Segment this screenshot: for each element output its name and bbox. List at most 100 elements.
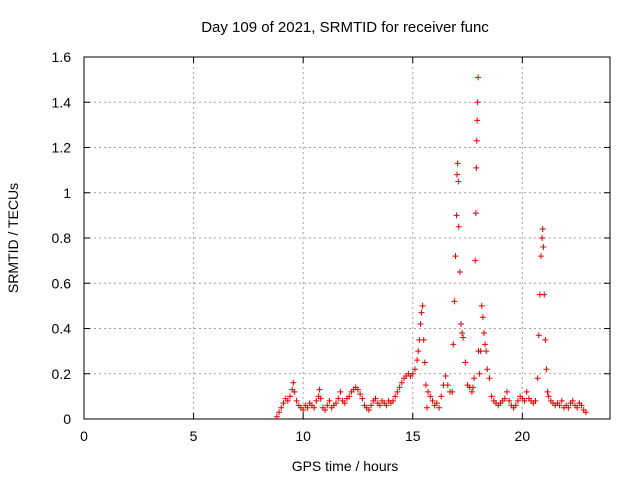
data-point — [488, 393, 495, 400]
data-point — [537, 253, 544, 260]
data-point — [423, 404, 430, 411]
y-tick-label: 1 — [63, 185, 71, 201]
data-point — [475, 74, 482, 81]
data-point — [512, 402, 519, 409]
y-tick-label: 0.2 — [52, 366, 72, 382]
data-point — [454, 160, 461, 167]
data-point — [284, 397, 291, 404]
data-point — [417, 320, 424, 327]
data-point — [409, 370, 416, 377]
data-point — [372, 395, 379, 402]
data-point — [451, 298, 458, 305]
data-point — [503, 388, 510, 395]
data-points — [273, 74, 589, 420]
data-point — [471, 375, 478, 382]
data-point — [456, 268, 463, 275]
data-point — [313, 397, 320, 404]
data-point — [574, 404, 581, 411]
data-point — [455, 178, 462, 185]
chart-title: Day 109 of 2021, SRMTID for receiver fun… — [201, 19, 489, 36]
data-point — [454, 171, 461, 178]
y-tick-label: 0.6 — [52, 275, 72, 291]
data-point — [365, 406, 372, 413]
data-point — [300, 406, 307, 413]
data-point — [544, 388, 551, 395]
y-tick-label: 0.4 — [52, 321, 72, 337]
data-point — [532, 397, 539, 404]
x-tick-label: 15 — [405, 428, 421, 444]
axis-ticks: 0 5 10 15 20 0 0.2 0.4 0.6 0.8 1 1.2 1.4 1.6 — [52, 49, 610, 444]
data-point — [478, 302, 485, 309]
data-point — [565, 404, 572, 411]
data-point — [304, 404, 311, 411]
data-point — [418, 309, 425, 316]
data-point — [455, 223, 462, 230]
data-point — [335, 395, 342, 402]
data-point — [354, 386, 361, 393]
data-point — [438, 393, 445, 400]
data-point — [480, 330, 487, 337]
data-point — [459, 330, 466, 337]
data-point — [324, 402, 331, 409]
data-point — [287, 393, 294, 400]
x-tick-label: 5 — [190, 428, 198, 444]
data-point — [376, 402, 383, 409]
data-point — [326, 397, 333, 404]
data-point — [311, 404, 318, 411]
data-point — [419, 302, 426, 309]
data-point — [539, 235, 546, 241]
data-point — [450, 341, 457, 348]
data-point — [479, 314, 486, 321]
data-point — [506, 397, 513, 404]
data-point — [425, 388, 432, 395]
data-point — [541, 291, 548, 298]
x-tick-label: 0 — [80, 428, 88, 444]
data-point — [473, 137, 480, 144]
data-point — [460, 334, 467, 341]
data-point — [539, 225, 546, 232]
data-point — [521, 397, 528, 404]
data-point — [420, 336, 427, 343]
data-point — [535, 332, 542, 339]
data-point — [474, 99, 481, 106]
data-point — [427, 393, 434, 400]
data-point — [486, 375, 493, 382]
data-point — [415, 348, 422, 355]
data-point — [457, 320, 464, 327]
data-point — [472, 257, 479, 264]
data-point — [316, 386, 323, 393]
data-point — [474, 117, 481, 124]
data-point — [534, 375, 541, 382]
data-point — [341, 400, 348, 407]
data-point — [396, 384, 403, 391]
x-tick-label: 20 — [515, 428, 531, 444]
data-point — [291, 388, 298, 395]
data-point — [482, 341, 489, 348]
grid-lines — [84, 57, 610, 419]
data-point — [333, 400, 340, 407]
data-point — [433, 400, 440, 407]
x-tick-label: 10 — [295, 428, 311, 444]
data-point — [558, 397, 565, 404]
data-point — [476, 370, 483, 377]
data-point — [442, 373, 449, 380]
y-tick-label: 1.4 — [52, 94, 72, 110]
data-point — [578, 402, 585, 409]
y-tick-label: 0.8 — [52, 230, 72, 246]
data-point — [468, 388, 475, 395]
data-point — [414, 357, 421, 364]
data-point — [449, 388, 456, 395]
data-point — [543, 366, 550, 373]
data-point — [421, 359, 428, 366]
data-point — [280, 400, 287, 407]
data-point — [556, 402, 563, 409]
data-point — [392, 393, 399, 400]
data-point — [383, 402, 390, 409]
x-axis-label: GPS time / hours — [292, 458, 399, 474]
data-point — [411, 366, 418, 373]
data-point — [462, 359, 469, 366]
data-point — [359, 395, 366, 402]
data-point — [293, 397, 300, 404]
